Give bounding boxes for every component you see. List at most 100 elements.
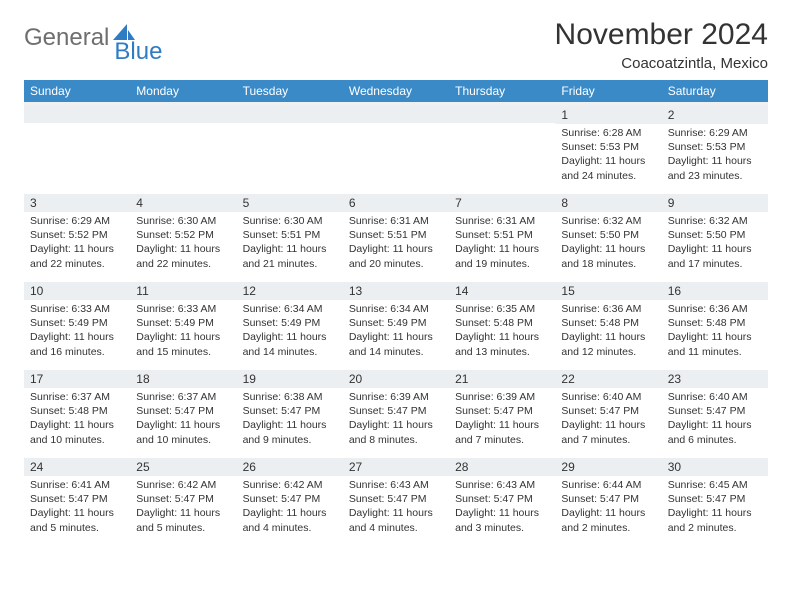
calendar-cell: 1Sunrise: 6:28 AMSunset: 5:53 PMDaylight… <box>555 106 661 194</box>
day-number: 18 <box>130 370 236 388</box>
day-number: 20 <box>343 370 449 388</box>
calendar-week-row: 1Sunrise: 6:28 AMSunset: 5:53 PMDaylight… <box>24 106 768 194</box>
day-data: Sunrise: 6:29 AMSunset: 5:52 PMDaylight:… <box>24 212 130 275</box>
day-number <box>130 106 236 123</box>
calendar-cell: 18Sunrise: 6:37 AMSunset: 5:47 PMDayligh… <box>130 370 236 458</box>
calendar-cell <box>343 106 449 194</box>
calendar-cell: 2Sunrise: 6:29 AMSunset: 5:53 PMDaylight… <box>662 106 768 194</box>
calendar-cell: 6Sunrise: 6:31 AMSunset: 5:51 PMDaylight… <box>343 194 449 282</box>
day-number: 23 <box>662 370 768 388</box>
day-data: Sunrise: 6:36 AMSunset: 5:48 PMDaylight:… <box>662 300 768 363</box>
calendar-week-row: 24Sunrise: 6:41 AMSunset: 5:47 PMDayligh… <box>24 458 768 546</box>
day-data: Sunrise: 6:39 AMSunset: 5:47 PMDaylight:… <box>449 388 555 451</box>
day-data: Sunrise: 6:31 AMSunset: 5:51 PMDaylight:… <box>449 212 555 275</box>
calendar-cell: 14Sunrise: 6:35 AMSunset: 5:48 PMDayligh… <box>449 282 555 370</box>
day-number: 21 <box>449 370 555 388</box>
calendar-cell: 11Sunrise: 6:33 AMSunset: 5:49 PMDayligh… <box>130 282 236 370</box>
day-number: 2 <box>662 106 768 124</box>
day-number: 30 <box>662 458 768 476</box>
calendar-cell <box>237 106 343 194</box>
calendar-cell: 22Sunrise: 6:40 AMSunset: 5:47 PMDayligh… <box>555 370 661 458</box>
day-number: 26 <box>237 458 343 476</box>
logo-text-general: General <box>24 24 109 52</box>
header: General Blue November 2024 Coacoatzintla… <box>24 18 768 72</box>
day-number: 22 <box>555 370 661 388</box>
day-number: 17 <box>24 370 130 388</box>
day-data <box>449 123 555 183</box>
weekday-header: Tuesday <box>237 80 343 102</box>
weekday-header: Thursday <box>449 80 555 102</box>
calendar-cell: 28Sunrise: 6:43 AMSunset: 5:47 PMDayligh… <box>449 458 555 546</box>
calendar-cell: 4Sunrise: 6:30 AMSunset: 5:52 PMDaylight… <box>130 194 236 282</box>
day-number: 25 <box>130 458 236 476</box>
day-number: 27 <box>343 458 449 476</box>
calendar-body: 1Sunrise: 6:28 AMSunset: 5:53 PMDaylight… <box>24 106 768 546</box>
month-title: November 2024 <box>555 18 768 51</box>
day-number: 14 <box>449 282 555 300</box>
day-data: Sunrise: 6:43 AMSunset: 5:47 PMDaylight:… <box>343 476 449 539</box>
day-number: 15 <box>555 282 661 300</box>
location: Coacoatzintla, Mexico <box>555 55 768 72</box>
day-number <box>343 106 449 123</box>
day-number: 12 <box>237 282 343 300</box>
day-data: Sunrise: 6:35 AMSunset: 5:48 PMDaylight:… <box>449 300 555 363</box>
calendar-table: Sunday Monday Tuesday Wednesday Thursday… <box>24 80 768 546</box>
day-data: Sunrise: 6:44 AMSunset: 5:47 PMDaylight:… <box>555 476 661 539</box>
day-number: 4 <box>130 194 236 212</box>
day-number: 29 <box>555 458 661 476</box>
calendar-cell: 21Sunrise: 6:39 AMSunset: 5:47 PMDayligh… <box>449 370 555 458</box>
day-data: Sunrise: 6:38 AMSunset: 5:47 PMDaylight:… <box>237 388 343 451</box>
weekday-header: Sunday <box>24 80 130 102</box>
calendar-cell: 24Sunrise: 6:41 AMSunset: 5:47 PMDayligh… <box>24 458 130 546</box>
calendar-cell: 25Sunrise: 6:42 AMSunset: 5:47 PMDayligh… <box>130 458 236 546</box>
logo-text-blue: Blue <box>114 38 162 66</box>
day-data: Sunrise: 6:45 AMSunset: 5:47 PMDaylight:… <box>662 476 768 539</box>
calendar-cell <box>449 106 555 194</box>
logo: General Blue <box>24 24 184 52</box>
day-number: 11 <box>130 282 236 300</box>
day-number: 5 <box>237 194 343 212</box>
day-data: Sunrise: 6:39 AMSunset: 5:47 PMDaylight:… <box>343 388 449 451</box>
weekday-header: Friday <box>555 80 661 102</box>
weekday-header: Saturday <box>662 80 768 102</box>
calendar-cell: 17Sunrise: 6:37 AMSunset: 5:48 PMDayligh… <box>24 370 130 458</box>
weekday-header-row: Sunday Monday Tuesday Wednesday Thursday… <box>24 80 768 102</box>
day-data: Sunrise: 6:33 AMSunset: 5:49 PMDaylight:… <box>24 300 130 363</box>
day-data: Sunrise: 6:43 AMSunset: 5:47 PMDaylight:… <box>449 476 555 539</box>
day-number <box>449 106 555 123</box>
weekday-header: Wednesday <box>343 80 449 102</box>
calendar-cell: 10Sunrise: 6:33 AMSunset: 5:49 PMDayligh… <box>24 282 130 370</box>
calendar-week-row: 3Sunrise: 6:29 AMSunset: 5:52 PMDaylight… <box>24 194 768 282</box>
calendar-cell: 26Sunrise: 6:42 AMSunset: 5:47 PMDayligh… <box>237 458 343 546</box>
day-data <box>237 123 343 183</box>
calendar-week-row: 17Sunrise: 6:37 AMSunset: 5:48 PMDayligh… <box>24 370 768 458</box>
day-number: 6 <box>343 194 449 212</box>
day-data: Sunrise: 6:42 AMSunset: 5:47 PMDaylight:… <box>237 476 343 539</box>
title-block: November 2024 Coacoatzintla, Mexico <box>555 18 768 72</box>
calendar-cell: 19Sunrise: 6:38 AMSunset: 5:47 PMDayligh… <box>237 370 343 458</box>
day-number: 9 <box>662 194 768 212</box>
weekday-header: Monday <box>130 80 236 102</box>
day-number: 19 <box>237 370 343 388</box>
calendar-page: General Blue November 2024 Coacoatzintla… <box>0 0 792 612</box>
day-number: 13 <box>343 282 449 300</box>
day-number: 24 <box>24 458 130 476</box>
day-number: 7 <box>449 194 555 212</box>
day-number <box>24 106 130 123</box>
day-data: Sunrise: 6:41 AMSunset: 5:47 PMDaylight:… <box>24 476 130 539</box>
day-number <box>237 106 343 123</box>
calendar-cell: 12Sunrise: 6:34 AMSunset: 5:49 PMDayligh… <box>237 282 343 370</box>
day-data: Sunrise: 6:36 AMSunset: 5:48 PMDaylight:… <box>555 300 661 363</box>
day-data <box>343 123 449 183</box>
calendar-cell <box>24 106 130 194</box>
day-data <box>24 123 130 183</box>
day-data: Sunrise: 6:33 AMSunset: 5:49 PMDaylight:… <box>130 300 236 363</box>
calendar-cell: 29Sunrise: 6:44 AMSunset: 5:47 PMDayligh… <box>555 458 661 546</box>
day-data: Sunrise: 6:32 AMSunset: 5:50 PMDaylight:… <box>555 212 661 275</box>
day-number: 28 <box>449 458 555 476</box>
day-data: Sunrise: 6:42 AMSunset: 5:47 PMDaylight:… <box>130 476 236 539</box>
day-number: 8 <box>555 194 661 212</box>
calendar-cell: 8Sunrise: 6:32 AMSunset: 5:50 PMDaylight… <box>555 194 661 282</box>
day-data: Sunrise: 6:30 AMSunset: 5:51 PMDaylight:… <box>237 212 343 275</box>
day-data: Sunrise: 6:32 AMSunset: 5:50 PMDaylight:… <box>662 212 768 275</box>
